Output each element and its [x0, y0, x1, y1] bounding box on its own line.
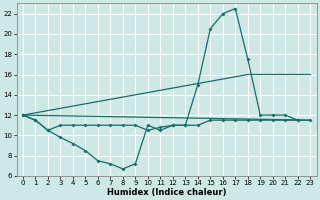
X-axis label: Humidex (Indice chaleur): Humidex (Indice chaleur) — [107, 188, 226, 197]
